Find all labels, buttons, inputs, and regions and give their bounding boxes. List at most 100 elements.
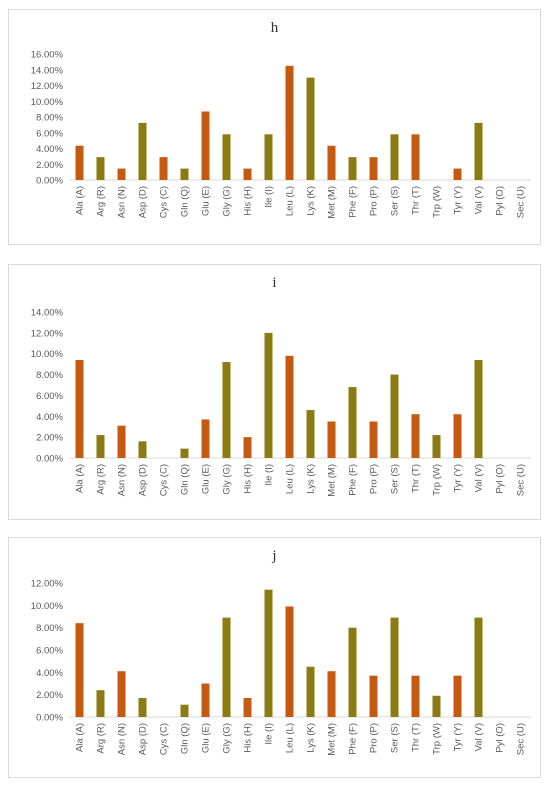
bar	[411, 675, 420, 717]
bar	[117, 425, 126, 458]
x-tick-label: Sec (U)	[516, 723, 527, 755]
y-tick-label: 14.00%	[31, 308, 64, 319]
x-tick-label: Pyl (O)	[495, 723, 506, 753]
x-tick-label: Lys (K)	[306, 464, 317, 494]
bar	[453, 414, 462, 458]
x-tick-label: Thr (T)	[411, 464, 422, 493]
x-tick-label: Asn (N)	[117, 723, 128, 755]
x-tick-label: Trp (W)	[432, 723, 443, 755]
x-tick-label: Gly (G)	[222, 723, 233, 754]
bar	[327, 421, 336, 458]
y-tick-label: 2.00%	[36, 433, 63, 444]
x-tick-label: Ser (S)	[390, 186, 401, 216]
x-tick-label: His (H)	[243, 464, 254, 494]
bar	[474, 122, 483, 180]
y-tick-label: 12.00%	[31, 81, 64, 92]
y-tick-label: 2.00%	[36, 690, 63, 701]
x-tick-label: Ile (I)	[264, 723, 275, 745]
x-tick-label: Gln (Q)	[180, 186, 191, 217]
bar	[285, 355, 294, 458]
bar	[411, 414, 420, 458]
y-tick-label: 8.00%	[36, 623, 63, 634]
x-tick-label: Pro (P)	[369, 186, 380, 216]
y-tick-label: 6.00%	[36, 128, 63, 139]
x-tick-label: Asn (N)	[117, 464, 128, 496]
x-tick-label: Leu (L)	[285, 186, 296, 216]
y-tick-label: 4.00%	[36, 668, 63, 679]
bar	[411, 134, 420, 180]
x-tick-label: Met (M)	[327, 186, 338, 219]
bar	[159, 157, 168, 180]
y-tick-label: 16.00%	[31, 50, 64, 61]
bar	[348, 627, 357, 717]
bar	[264, 589, 273, 717]
y-tick-label: 4.00%	[36, 412, 63, 423]
bar	[390, 617, 399, 717]
bar	[75, 145, 84, 180]
x-tick-label: Gly (G)	[222, 186, 233, 217]
x-tick-label: Gln (Q)	[180, 723, 191, 754]
y-tick-label: 6.00%	[36, 391, 63, 402]
x-tick-label: Tyr (Y)	[453, 186, 464, 215]
x-tick-label: Lys (K)	[306, 723, 317, 753]
x-tick-label: Leu (L)	[285, 723, 296, 753]
bar	[222, 617, 231, 717]
bar-chart-h: 0.00% 2.00% 4.00% 6.00% 8.00% 10.00% 12.00% 14.…	[31, 50, 531, 219]
y-tick-label: 14.00%	[31, 65, 64, 76]
y-tick-label: 10.00%	[31, 601, 64, 612]
chart-panel-i: i 0.00% 2.00% 4.00% 6.00% 8.00% 10.00% 12.00% 1…	[8, 264, 541, 520]
chart-title: h	[270, 20, 279, 36]
bar	[348, 387, 357, 458]
x-tick-label: Trp (W)	[432, 186, 443, 218]
x-tick-label: Gly (G)	[222, 464, 233, 495]
y-tick-label: 4.00%	[36, 144, 63, 155]
x-tick-label: Leu (L)	[285, 464, 296, 494]
x-tick-label: Glu (E)	[201, 186, 212, 216]
bar	[75, 359, 84, 458]
x-tick-label: Ala (A)	[75, 723, 86, 752]
bar	[138, 122, 147, 180]
bar	[264, 332, 273, 458]
bar	[75, 623, 84, 717]
y-tick-label: 10.00%	[31, 97, 64, 108]
x-tick-label: Val (V)	[474, 723, 485, 751]
y-tick-label: 12.00%	[31, 579, 64, 590]
chart-title: i	[272, 275, 277, 291]
bar	[369, 421, 378, 458]
bar	[306, 410, 315, 458]
x-tick-label: Arg (R)	[96, 723, 107, 754]
x-tick-label: Tyr (Y)	[453, 723, 464, 752]
x-tick-label: Thr (T)	[411, 186, 422, 215]
y-tick-label: 0.00%	[36, 454, 63, 465]
bar	[453, 675, 462, 717]
bar	[201, 683, 210, 717]
bar	[180, 168, 189, 180]
y-tick-label: 0.00%	[36, 713, 63, 724]
x-tick-label: Asp (D)	[138, 723, 149, 755]
bar	[474, 359, 483, 458]
x-tick-label: Ile (I)	[264, 464, 275, 486]
x-tick-label: Met (M)	[327, 723, 338, 756]
x-tick-label: Pro (P)	[369, 723, 380, 753]
x-tick-label: Arg (R)	[96, 186, 107, 217]
y-tick-label: 0.00%	[36, 176, 63, 187]
chart-panel-h: h 0.00% 2.00% 4.00% 6.00% 8.00% 10.00% 12.00% 1…	[8, 9, 541, 245]
x-tick-label: Ala (A)	[75, 464, 86, 493]
bar	[432, 435, 441, 458]
x-tick-label: Asn (N)	[117, 186, 128, 218]
bar	[453, 168, 462, 180]
bar	[306, 77, 315, 180]
x-tick-label: Asp (D)	[138, 464, 149, 496]
chart-panel-j: j 0.00% 2.00% 4.00% 6.00% 8.00% 10.00% 12.00% A…	[8, 537, 541, 778]
x-tick-label: Cys (C)	[159, 464, 170, 496]
bar	[138, 441, 147, 458]
x-tick-label: Trp (W)	[432, 464, 443, 496]
x-tick-label: Ser (S)	[390, 464, 401, 494]
y-tick-label: 6.00%	[36, 646, 63, 657]
bar	[201, 111, 210, 180]
bar	[369, 675, 378, 717]
bar	[264, 134, 273, 180]
x-tick-label: Phe (F)	[348, 723, 359, 755]
x-tick-label: Ser (S)	[390, 723, 401, 753]
x-tick-label: Tyr (Y)	[453, 464, 464, 493]
